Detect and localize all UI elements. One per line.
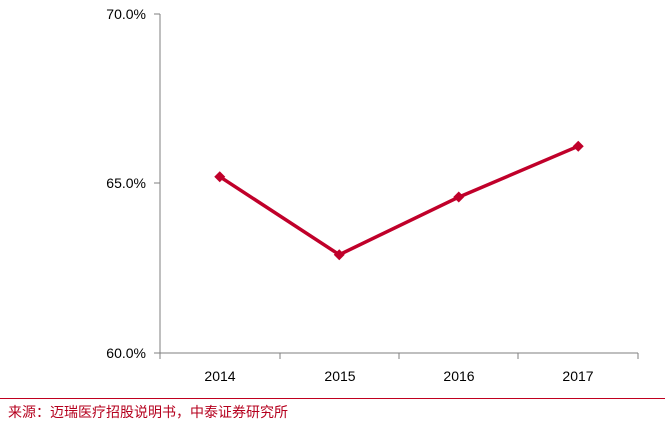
- data-point-marker: [214, 171, 226, 183]
- y-tick-label: 70.0%: [106, 6, 146, 22]
- x-tick-label: 2016: [443, 368, 474, 384]
- series-layer: [214, 140, 584, 261]
- data-point-marker: [572, 140, 584, 152]
- x-tick-label: 2014: [204, 368, 235, 384]
- y-tick-label: 65.0%: [106, 175, 146, 191]
- line-chart: 70.0% 65.0% 60.0% 2014 2015 2016 2017: [106, 6, 639, 384]
- x-axis: 2014 2015 2016 2017: [159, 352, 639, 384]
- y-tick-label: 60.0%: [106, 345, 146, 361]
- y-axis: 70.0% 65.0% 60.0%: [106, 6, 161, 361]
- data-point-marker: [333, 249, 345, 261]
- source-divider: [0, 398, 665, 399]
- source-note: 来源：迈瑞医疗招股说明书，中泰证券研究所: [8, 405, 288, 421]
- x-tick-label: 2017: [562, 368, 593, 384]
- data-point-marker: [453, 191, 465, 203]
- series-line: [218, 144, 579, 257]
- x-tick-label: 2015: [324, 368, 355, 384]
